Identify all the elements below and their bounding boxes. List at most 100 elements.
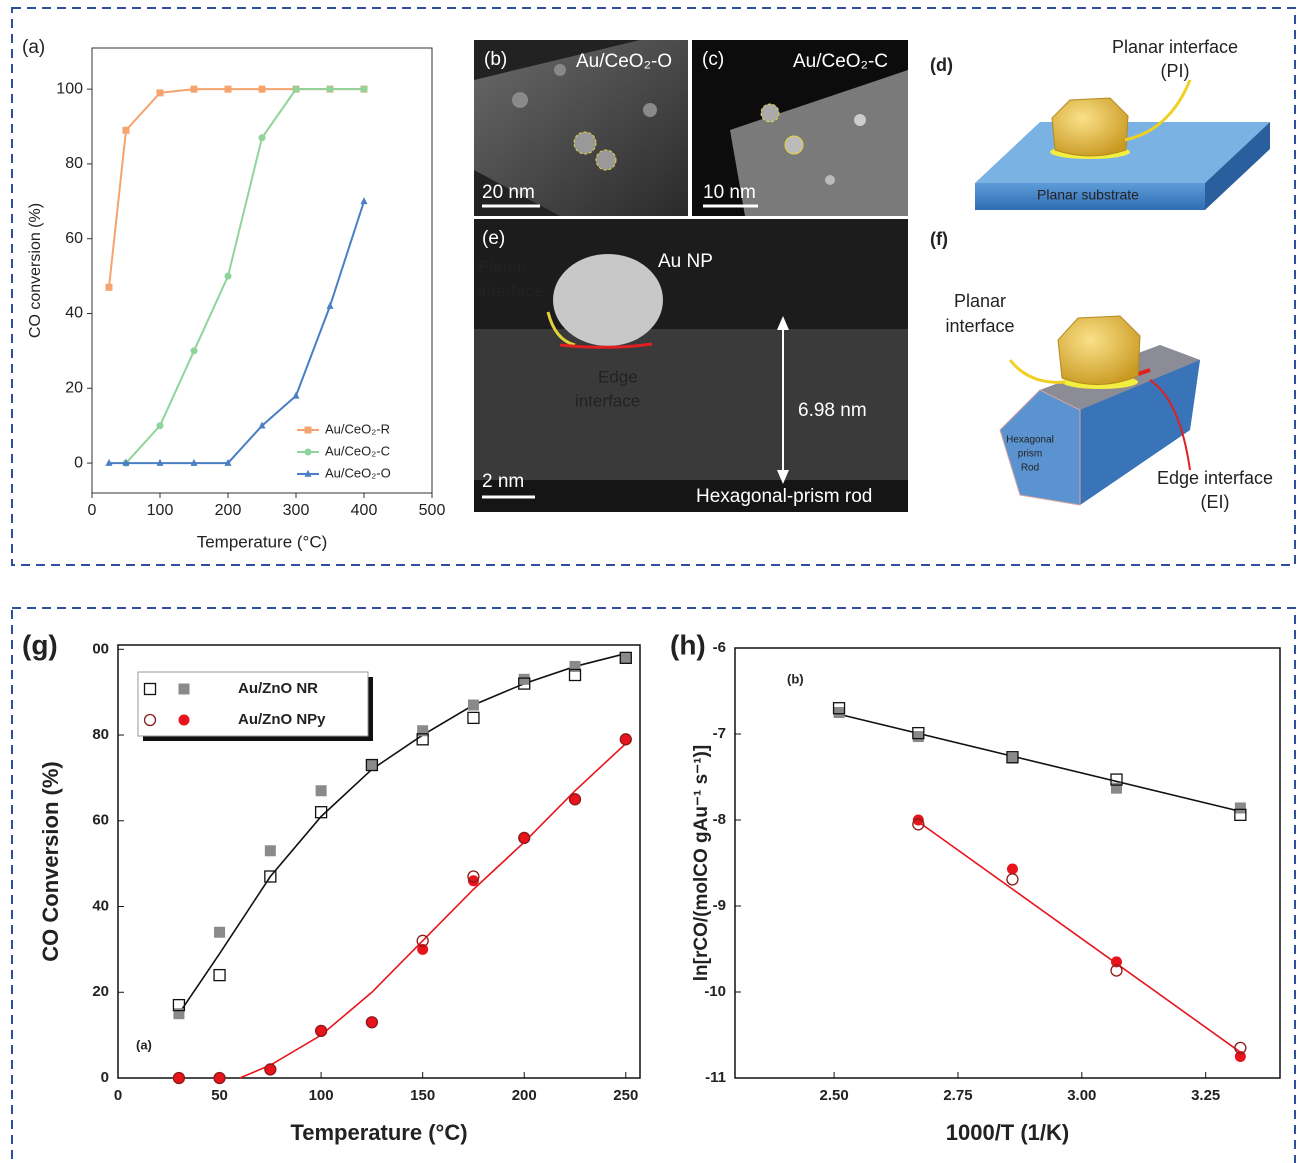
marker bbox=[304, 426, 312, 434]
x-tick-label: 250 bbox=[613, 1087, 638, 1104]
micrograph-c: (c) Au/CeO₂-C 10 nm bbox=[692, 40, 908, 216]
marker bbox=[417, 943, 429, 955]
marker bbox=[1006, 751, 1019, 764]
y-tick-label: 60 bbox=[65, 230, 83, 247]
x-tick-label: 100 bbox=[147, 502, 174, 519]
marker bbox=[258, 421, 266, 429]
y-tick-label: 20 bbox=[92, 983, 109, 1000]
x-tick-label: 3.25 bbox=[1191, 1087, 1220, 1104]
series-line bbox=[108, 88, 364, 288]
y-tick-label: 40 bbox=[92, 897, 109, 914]
marker bbox=[143, 713, 157, 727]
micrograph-b: (b) Au/CeO₂-O 20 nm bbox=[474, 40, 688, 216]
x-tick-label: 2.50 bbox=[819, 1087, 848, 1104]
x-tick-label: 100 bbox=[309, 1087, 334, 1104]
marker bbox=[213, 968, 226, 982]
marker bbox=[326, 85, 334, 93]
marker bbox=[173, 1072, 185, 1084]
x-tick-label: 0 bbox=[114, 1087, 122, 1104]
particle-label: Au NP bbox=[658, 251, 713, 272]
y-tick-label: 100 bbox=[56, 80, 83, 97]
marker bbox=[258, 85, 266, 93]
marker bbox=[292, 391, 300, 399]
chart: 0 100 200 300 400 500 0 20 40 60 80 100 Temperature … bbox=[22, 37, 445, 551]
marker bbox=[568, 668, 582, 682]
chart: 2.50 2.75 3.00 3.25 -6 -7 -8 -9 -10 -11 1000/T (1/… bbox=[670, 629, 1281, 1145]
y-axis-label: ln[rCO/(molCO gAu⁻¹ s⁻¹)] bbox=[691, 745, 712, 981]
marker bbox=[264, 870, 277, 883]
rod-label: Hexagonal bbox=[1006, 435, 1054, 446]
marker bbox=[467, 699, 479, 711]
marker bbox=[912, 731, 924, 743]
marker bbox=[190, 347, 198, 355]
marker bbox=[105, 458, 113, 466]
marker bbox=[1006, 863, 1018, 875]
marker bbox=[172, 1071, 186, 1085]
plot-frame bbox=[734, 647, 1281, 1079]
marker bbox=[172, 998, 186, 1012]
marker bbox=[264, 1063, 277, 1076]
marker bbox=[304, 448, 312, 456]
x-axis-label: 1000/T (1/K) bbox=[946, 1120, 1070, 1145]
marker bbox=[416, 733, 429, 746]
panel-label: (e) bbox=[482, 228, 505, 249]
panel-label: (d) bbox=[930, 55, 953, 75]
marker bbox=[314, 806, 328, 819]
marker bbox=[213, 1071, 226, 1085]
legend-label: Au/ZnO NR bbox=[238, 680, 318, 697]
marker bbox=[1234, 802, 1246, 814]
scale-label: 2 nm bbox=[482, 471, 524, 492]
panel-label: (b) bbox=[484, 49, 507, 70]
interface-label: interface bbox=[478, 281, 543, 300]
marker bbox=[518, 677, 531, 690]
callout-label: Planar bbox=[954, 291, 1006, 311]
legend-label: Au/ZnO NPy bbox=[238, 711, 326, 728]
marker bbox=[832, 702, 846, 715]
y-tick-label: -8 bbox=[713, 811, 726, 828]
legend-label: Au/CeO₂-C bbox=[325, 443, 390, 458]
marker bbox=[1110, 773, 1123, 786]
callout-label: (EI) bbox=[1201, 492, 1230, 512]
marker bbox=[292, 85, 300, 93]
annotation: (b) bbox=[787, 671, 804, 686]
rod-label: Rod bbox=[1021, 463, 1039, 474]
y-axis-label: CO Conversion (%) bbox=[38, 761, 63, 961]
y-tick-label: 60 bbox=[92, 812, 109, 829]
fit-line bbox=[178, 652, 626, 1015]
marker bbox=[365, 1016, 379, 1029]
scale-label: 20 nm bbox=[482, 182, 535, 203]
marker bbox=[224, 85, 232, 93]
marker bbox=[360, 85, 368, 93]
marker bbox=[264, 1063, 276, 1075]
dimension-label: 6.98 nm bbox=[798, 400, 867, 421]
panel-label: (a) bbox=[22, 37, 45, 58]
y-tick-label: 0 bbox=[101, 1069, 109, 1086]
callout-label: Edge interface bbox=[1157, 468, 1273, 488]
x-tick-label: 300 bbox=[283, 502, 310, 519]
marker bbox=[122, 126, 130, 134]
annotation: (a) bbox=[136, 1037, 152, 1052]
y-tick-label: -6 bbox=[713, 639, 726, 656]
marker bbox=[620, 733, 632, 745]
marker bbox=[1111, 782, 1122, 794]
marker bbox=[1234, 808, 1247, 821]
callout-label: interface bbox=[945, 316, 1014, 336]
panel-label: (c) bbox=[702, 49, 724, 70]
legend-box bbox=[137, 671, 369, 737]
marker bbox=[366, 1016, 378, 1028]
y-tick-label: -9 bbox=[713, 897, 726, 914]
marker bbox=[224, 458, 232, 466]
marker bbox=[1234, 1051, 1246, 1062]
y-tick-label: 80 bbox=[65, 155, 83, 172]
marker bbox=[178, 683, 190, 695]
marker bbox=[912, 818, 925, 831]
marker bbox=[1111, 956, 1122, 968]
marker bbox=[467, 711, 480, 725]
marker bbox=[1006, 873, 1019, 886]
y-axis-label: CO conversion (%) bbox=[27, 203, 44, 338]
x-tick-label: 500 bbox=[419, 502, 446, 519]
marker bbox=[190, 85, 198, 93]
interface-label: interface bbox=[575, 391, 640, 410]
panel-label: (g) bbox=[22, 629, 58, 660]
y-tick-label: -7 bbox=[713, 725, 726, 742]
